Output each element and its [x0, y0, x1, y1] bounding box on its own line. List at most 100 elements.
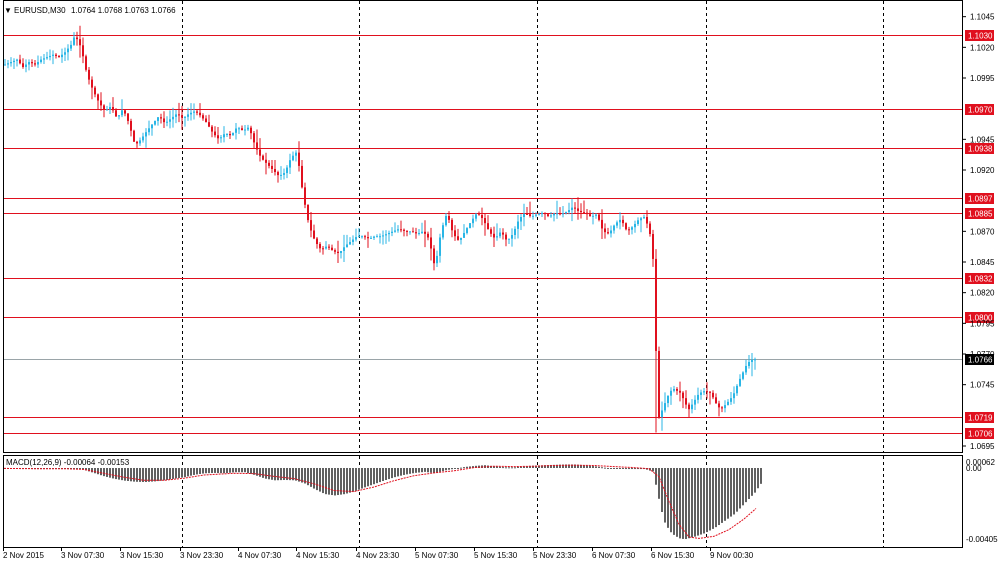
- candle-body: [298, 152, 300, 166]
- candle-body: [43, 58, 45, 60]
- candle-body: [22, 63, 24, 67]
- macd-histogram-bar: [457, 468, 459, 469]
- price-tick-label: 1.0945: [970, 135, 995, 144]
- candle-body: [76, 37, 78, 40]
- price-tick-label: 1.0995: [970, 74, 995, 83]
- candle-body: [565, 212, 567, 214]
- macd-histogram-bar: [508, 467, 510, 469]
- dropdown-arrow-icon[interactable]: ▼: [4, 6, 12, 15]
- macd-histogram-bar: [472, 466, 474, 468]
- level-badge: [965, 143, 994, 154]
- macd-histogram-bar: [595, 466, 597, 468]
- candle-body: [244, 129, 246, 131]
- candle-body: [499, 232, 501, 237]
- candle-body: [382, 235, 384, 237]
- support-resistance-levels[interactable]: 1.1030 1.0970 1.0938 1.0897 1.0885 1.0832 1.08…: [4, 30, 994, 439]
- macd-histogram-bar: [157, 468, 159, 482]
- macd-histogram-bar: [613, 468, 615, 469]
- candle-body: [559, 213, 561, 215]
- candle-body: [292, 155, 294, 161]
- candle-body: [478, 214, 480, 216]
- candle-body: [70, 44, 72, 49]
- candle-body: [388, 232, 390, 235]
- candle-body: [586, 212, 588, 215]
- candle-body: [58, 55, 60, 58]
- macd-histogram-bar: [601, 467, 603, 469]
- macd-histogram-bar: [76, 468, 78, 469]
- time-tick-label: 3 Nov 07:30: [61, 551, 105, 560]
- candle-body: [310, 220, 312, 231]
- macd-histogram-bar: [139, 468, 141, 482]
- macd-histogram-bar: [607, 467, 609, 469]
- macd-histogram-bar: [169, 468, 171, 480]
- candle-body: [271, 165, 273, 169]
- candle-body: [124, 110, 126, 114]
- candle-body: [628, 229, 630, 231]
- macd-histogram-bar: [322, 468, 324, 494]
- level-badge-label: 1.0938: [968, 145, 993, 154]
- candle-body: [142, 136, 144, 141]
- level-badge-label: 1.0885: [968, 210, 993, 219]
- macd-histogram-bar: [262, 468, 264, 478]
- candle-body: [172, 116, 174, 120]
- macd-histogram-bar: [436, 468, 438, 473]
- macd-histogram-bar: [466, 466, 468, 468]
- time-tick-label: 6 Nov 15:30: [651, 551, 695, 560]
- candle-body: [418, 232, 420, 234]
- macd-histogram-bar: [415, 468, 417, 473]
- macd-histogram-bar: [460, 467, 462, 469]
- candle-body: [739, 378, 741, 386]
- candle-body: [214, 131, 216, 136]
- ohlc-label: 1.0764 1.0768 1.0763 1.0766: [71, 6, 176, 15]
- candle-body: [13, 60, 15, 63]
- candle-body: [730, 398, 732, 402]
- candle-body: [661, 410, 663, 418]
- time-tick-label: 3 Nov 23:30: [180, 551, 224, 560]
- macd-histogram-bar: [316, 468, 318, 491]
- candle-body: [322, 248, 324, 250]
- macd-histogram-bar: [337, 468, 339, 496]
- macd-histogram-bar: [307, 468, 309, 486]
- candle-body: [571, 207, 573, 211]
- candle-body: [688, 404, 690, 410]
- candle-body: [562, 213, 564, 215]
- macd-histogram-bar: [451, 468, 453, 470]
- candle-body: [139, 140, 141, 144]
- macd-histogram-bar: [445, 468, 447, 471]
- candle-body: [715, 397, 717, 404]
- candle-body: [211, 126, 213, 132]
- macd-histogram-bar: [697, 468, 699, 536]
- macd-histogram-bar: [442, 468, 444, 472]
- macd-histogram-bar: [502, 467, 504, 469]
- candle-body: [721, 407, 723, 409]
- macd-histogram-bar: [247, 468, 249, 474]
- candle-body: [250, 127, 252, 134]
- candle-body: [631, 227, 633, 230]
- macd-histogram-bar: [124, 468, 126, 481]
- macd-histogram-bar: [688, 468, 690, 539]
- time-tick-label: 4 Nov 07:30: [238, 551, 282, 560]
- macd-histogram-bar: [475, 465, 477, 468]
- candle-body: [391, 231, 393, 233]
- candle-body: [607, 232, 609, 234]
- level-badge: [965, 273, 994, 284]
- macd-histogram-bar: [148, 468, 150, 482]
- candle-body: [496, 236, 498, 238]
- level-badge-label: 1.0970: [968, 106, 993, 115]
- candle-body: [433, 248, 435, 264]
- candle-body: [148, 128, 150, 133]
- macd-histogram-bar: [220, 468, 222, 474]
- candle-body: [82, 45, 84, 57]
- macd-label: MACD(12,26,9) -0.00064 -0.00153: [6, 458, 130, 467]
- macd-histogram-bar: [727, 468, 729, 519]
- candle-body: [541, 213, 543, 215]
- candle-body: [370, 237, 372, 239]
- candle-body: [394, 230, 396, 232]
- candle-body: [262, 155, 264, 160]
- candle-body: [700, 392, 702, 395]
- candle-body: [754, 359, 756, 361]
- macd-axis-bottom: -0.00405: [966, 535, 998, 544]
- macd-histogram-bar: [586, 465, 588, 468]
- macd-histogram-bar: [751, 468, 753, 496]
